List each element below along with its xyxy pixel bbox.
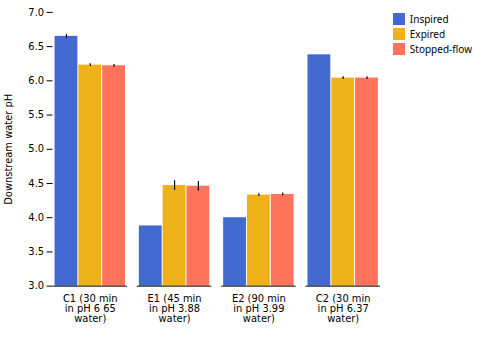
html-text:Inspired: Inspired xyxy=(409,12,449,26)
svg-text:3.5: 3.5 xyxy=(28,246,44,257)
svg-text:4.5: 4.5 xyxy=(28,178,44,189)
svg-text:C2 (30 minin pH 6.37water): C2 (30 minin pH 6.37water) xyxy=(316,293,371,324)
svg-text:C1 (30 minin pH 6 65water): C1 (30 minin pH 6 65water) xyxy=(63,293,118,324)
svg-text:4.0: 4.0 xyxy=(28,212,44,223)
svg-text:5.5: 5.5 xyxy=(28,109,44,120)
svg-text:6.0: 6.0 xyxy=(28,75,44,86)
svg-text:Downstream water pH: Downstream water pH xyxy=(3,94,14,205)
svg-text:5.0: 5.0 xyxy=(28,143,44,154)
html-text:Stopped-flow: Stopped-flow xyxy=(409,42,472,56)
svg-text:E2 (90 minin pH 3.99water): E2 (90 minin pH 3.99water) xyxy=(232,293,286,324)
svg-text:7.0: 7.0 xyxy=(28,7,44,18)
svg-text:3.0: 3.0 xyxy=(28,280,44,291)
html-text:Expired: Expired xyxy=(409,27,446,41)
svg-text:E1 (45 minin pH 3.88water): E1 (45 minin pH 3.88water) xyxy=(148,293,202,324)
svg-text:6.5: 6.5 xyxy=(28,41,44,52)
